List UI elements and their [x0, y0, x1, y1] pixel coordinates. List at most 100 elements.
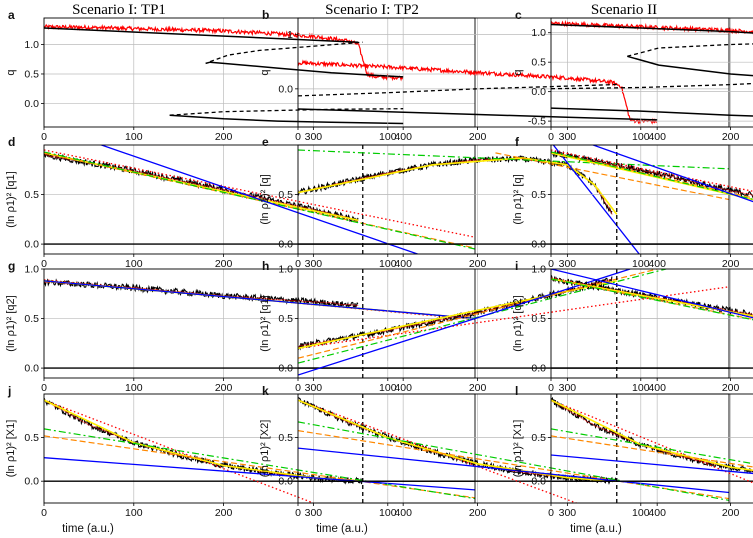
series-stable-black-solid [298, 108, 658, 121]
y-tick-label: 0.5 [531, 57, 546, 69]
data-series [298, 59, 657, 125]
series-unstable-black-dashed [209, 41, 363, 63]
series-fit-orange-dashed [551, 435, 753, 468]
plot-area [298, 59, 658, 125]
x-tick-label: 0 [295, 382, 301, 394]
x-tick-label: 100 [379, 382, 397, 394]
x-tick-label: 0 [41, 258, 47, 270]
y-tick-label: 0.5 [24, 432, 39, 444]
series-fit-orange-dashed [551, 278, 753, 320]
series-fit-blue-solid [552, 145, 640, 254]
series-fit-yellow [551, 152, 753, 201]
axes-frame [550, 268, 753, 379]
y-axis-label: (ln ρ1)² [q1] [5, 171, 17, 227]
x-tick-label: 400 [394, 258, 412, 270]
y-axis-label: (ln ρ1)² [X2] [259, 420, 271, 478]
x-tick-label: 100 [632, 131, 650, 143]
series-stable-lower-black-solid [551, 107, 753, 117]
x-tick-label: 200 [469, 382, 487, 394]
series-fit-green-dashdot [298, 269, 667, 364]
axes-frame [297, 393, 730, 504]
series-fit-blue-solid [551, 269, 753, 319]
data-series-mean [551, 400, 753, 472]
x-tick-label: 200 [215, 382, 233, 394]
y-tick-label: 0.5 [278, 432, 293, 444]
series-unstable-black-dashed [298, 83, 617, 97]
data-series [551, 19, 753, 35]
series-fit-yellow [298, 399, 617, 482]
x-tick-label: 0 [41, 507, 47, 519]
panel-letter: g [8, 259, 15, 273]
x-tick-label: 300 [559, 382, 577, 394]
y-tick-label: 1.0 [24, 264, 39, 276]
y-tick-label: 0.5 [531, 189, 546, 201]
x-tick-label: 200 [469, 258, 487, 270]
x-tick-label: 200 [215, 258, 233, 270]
panel-letter: j [7, 384, 11, 398]
axes-frame [43, 17, 476, 128]
y-tick-label: 0.5 [531, 432, 546, 444]
x-tick-label: 300 [305, 258, 323, 270]
series-fit-blue-solid [99, 145, 420, 254]
series-stable-lower-black-solid [169, 114, 404, 125]
axes-frame [297, 144, 730, 255]
series-fit-green-dashdot [551, 151, 753, 200]
y-axis-label: (ln ρ1)² [X1] [512, 420, 524, 478]
panel-letter: e [262, 135, 269, 149]
axes-frame [297, 17, 730, 128]
x-tick-label: 400 [648, 382, 666, 394]
panel-h: 0 100 200 300 400 0.0 0.5 1.0 h (ln ρ1)² [q1] [259, 259, 730, 394]
x-tick-label: 400 [394, 131, 412, 143]
plot-area [298, 145, 729, 254]
x-tick-label: 200 [722, 258, 740, 270]
y-axis-label: (ln ρ1)² [q] [512, 174, 524, 224]
series-fit-blue-solid [298, 447, 729, 494]
y-tick-label: 0.0 [24, 98, 39, 110]
x-tick-label: 200 [215, 507, 233, 519]
column-title-3: Scenario II [591, 2, 657, 18]
panel-letter: k [262, 384, 269, 398]
panel-letter: h [262, 259, 269, 273]
x-tick-label: 0 [548, 507, 554, 519]
panel-letter: a [8, 8, 15, 22]
series-unstable-lower-black-dashed [169, 108, 404, 116]
y-tick-label: 0.5 [531, 313, 546, 325]
series-stable-mid-black-solid [627, 55, 753, 77]
y-tick-label: 0.0 [278, 83, 293, 95]
plot-area [298, 397, 729, 503]
x-tick-label: 100 [125, 382, 143, 394]
y-tick-label: 0.5 [24, 189, 39, 201]
series-stable-mid-black-solid [205, 61, 404, 78]
x-tick-label: 0 [295, 258, 301, 270]
y-tick-label: 0.0 [531, 476, 546, 488]
y-tick-label: 0.5 [278, 313, 293, 325]
axes-frame [550, 393, 753, 504]
series-fit-yellow [551, 399, 753, 472]
plot-area [44, 278, 475, 321]
x-tick-label: 100 [379, 507, 397, 519]
x-tick-label: 0 [548, 258, 554, 270]
x-tick-label: 300 [559, 131, 577, 143]
plot-area [551, 269, 753, 321]
plot-area [551, 396, 753, 484]
y-axis-label: (ln ρ1)² [q2] [5, 295, 17, 351]
panel-i: 0 100 200 300 400 0.0 0.5 1.0 i (ln ρ1)² [q2] [512, 259, 753, 394]
panel-j: 0 100 200 300 400 0.0 0.5 j (ln ρ1)² [X1] [5, 384, 476, 519]
plot-area [298, 269, 729, 376]
x-tick-label: 400 [648, 258, 666, 270]
x-tick-label: 400 [394, 382, 412, 394]
x-tick-label: 0 [295, 507, 301, 519]
y-axis-label: (ln ρ1)² [q1] [259, 295, 271, 351]
series-unstable-lower-black-dashed [551, 82, 753, 90]
y-tick-label: 0.5 [24, 313, 39, 325]
data-series-noise [298, 397, 617, 485]
panel-letter: d [8, 135, 15, 149]
x-tick-label: 300 [305, 382, 323, 394]
x-tick-label: 100 [632, 507, 650, 519]
series-fit-green-dashdot [551, 278, 753, 321]
y-tick-label: 0.0 [24, 239, 39, 251]
y-tick-label: -0.5 [528, 116, 546, 128]
y-tick-label: 0.0 [531, 86, 546, 98]
x-tick-label: 200 [469, 507, 487, 519]
